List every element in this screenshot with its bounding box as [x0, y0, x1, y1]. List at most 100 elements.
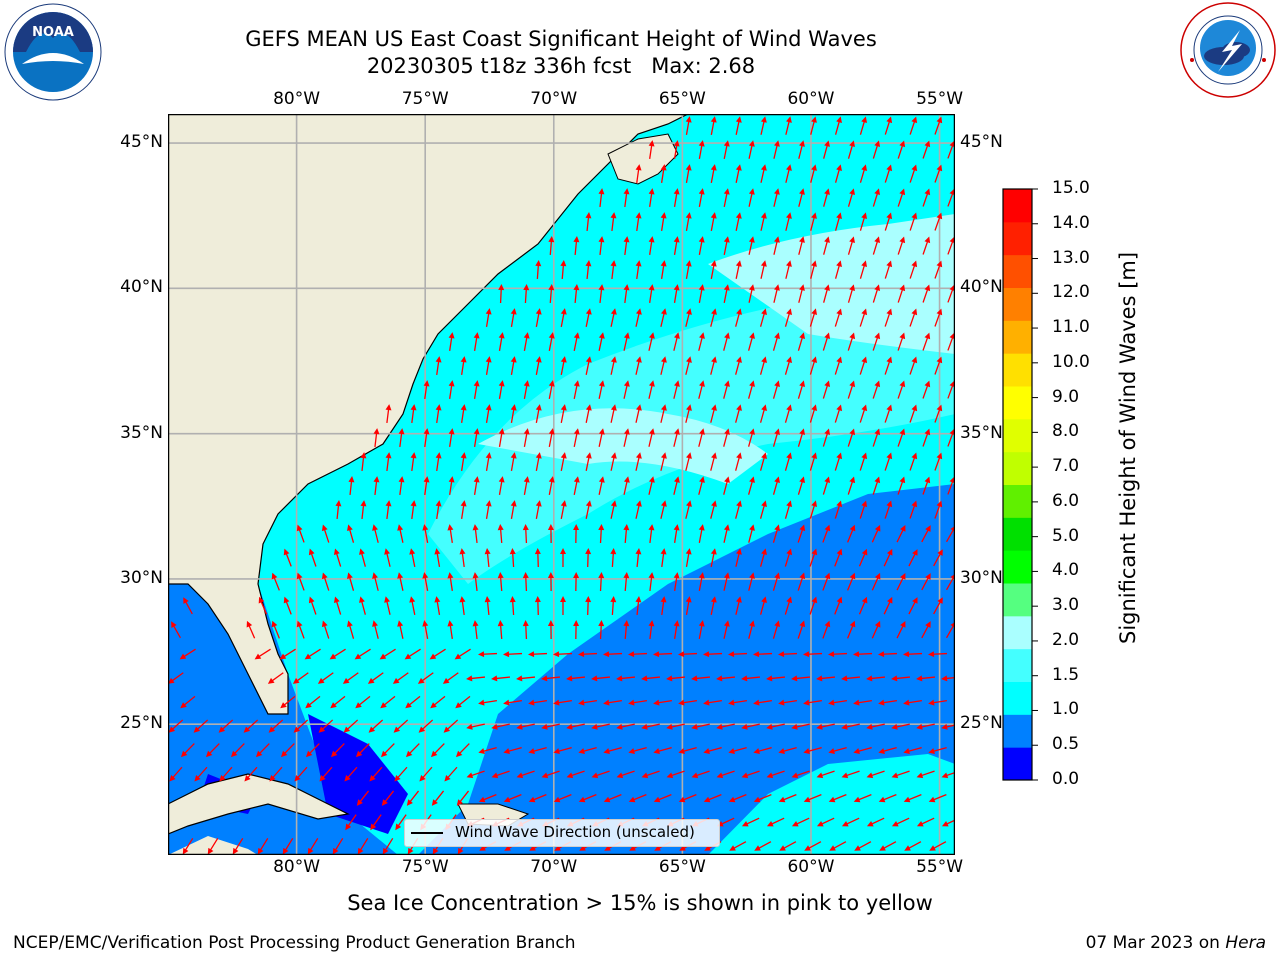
wind-wave-arrow: [434, 596, 441, 615]
wind-wave-arrow: [460, 500, 467, 519]
wind-wave-arrow: [510, 500, 517, 519]
colorbar-segment: [1003, 320, 1032, 354]
wind-wave-arrow: [723, 572, 730, 591]
wind-wave-arrow: [535, 260, 542, 280]
wind-wave-arrow: [410, 404, 417, 424]
wind-wave-arrow: [853, 794, 872, 803]
wind-wave-arrow: [534, 596, 541, 616]
wind-wave-arrow: [859, 308, 868, 327]
wind-wave-arrow: [460, 452, 467, 471]
wind-wave-arrow: [685, 452, 692, 471]
wind-wave-arrow: [484, 596, 491, 616]
colorbar-segment: [1003, 615, 1032, 650]
wind-wave-arrow: [872, 188, 881, 207]
wind-wave-arrow: [566, 675, 586, 682]
wind-wave-arrow: [904, 841, 922, 851]
wind-wave-arrow: [660, 548, 667, 568]
wind-wave-arrow: [759, 596, 767, 615]
wind-wave-arrow: [847, 620, 856, 639]
wind-wave-arrow: [834, 260, 842, 279]
lat-label-left: 40°N: [120, 277, 163, 298]
colorbar-segment: [1003, 451, 1032, 485]
wind-wave-arrow: [871, 524, 881, 543]
wind-wave-arrow: [884, 164, 893, 183]
wind-wave-arrow: [735, 308, 742, 327]
colorbar-tick-label: 13.0: [1052, 247, 1090, 268]
wind-wave-arrow: [741, 723, 760, 730]
wind-wave-arrow: [710, 164, 717, 183]
wind-wave-arrow: [858, 596, 868, 615]
wind-wave-arrow: [347, 524, 355, 543]
wind-wave-arrow: [635, 356, 642, 375]
wind-wave-arrow: [406, 790, 420, 806]
wind-wave-arrow: [491, 770, 510, 779]
wind-wave-arrow: [321, 620, 330, 639]
wind-wave-arrow: [547, 572, 554, 592]
wind-wave-arrow: [922, 188, 931, 207]
lon-label-top: 70°W: [530, 89, 578, 109]
wind-wave-arrow: [623, 524, 630, 544]
wind-wave-arrow: [635, 452, 642, 471]
wind-wave-arrow: [610, 356, 617, 375]
wind-wave-arrow: [395, 814, 407, 831]
wind-wave-arrow: [834, 356, 843, 375]
wind-wave-arrow: [723, 524, 730, 543]
wind-wave-arrow: [610, 452, 617, 471]
wind-wave-arrow: [435, 452, 442, 472]
wind-wave-arrow: [317, 672, 334, 684]
wind-wave-arrow: [773, 236, 780, 255]
wind-wave-arrow: [523, 428, 530, 447]
wind-wave-arrow: [553, 794, 572, 803]
wind-wave-arrow: [560, 404, 567, 423]
wind-wave-arrow: [648, 620, 655, 640]
wind-wave-arrow: [872, 140, 881, 159]
wind-wave-arrow: [423, 380, 430, 400]
wind-wave-arrow: [753, 794, 772, 803]
wind-wave-arrow: [784, 404, 792, 423]
wind-wave-arrow: [934, 260, 943, 279]
wind-wave-arrow: [429, 648, 446, 660]
wind-wave-arrow: [648, 524, 655, 544]
wind-wave-arrow: [903, 651, 923, 658]
wind-wave-arrow: [897, 332, 906, 351]
wind-wave-arrow: [598, 236, 605, 256]
title-line-2: 20230305 t18z 336h fcst Max: 2.68: [366, 54, 756, 78]
wind-wave-arrow: [528, 651, 548, 658]
wind-wave-arrow: [685, 596, 692, 615]
wind-wave-arrow: [834, 116, 842, 135]
wind-wave-arrow: [497, 620, 504, 640]
lon-label-bottom: 60°W: [787, 857, 835, 877]
wind-wave-arrow: [368, 719, 384, 733]
colorbar-segment: [1003, 484, 1032, 518]
wind-wave-arrow: [359, 596, 366, 615]
wind-wave-arrow: [460, 356, 467, 375]
lat-label-left: 35°N: [120, 422, 163, 443]
wind-wave-arrow: [710, 452, 717, 471]
wind-wave-arrow: [698, 188, 705, 207]
wind-wave-arrow: [271, 620, 280, 639]
wind-wave-arrow: [648, 188, 655, 207]
wind-wave-arrow: [809, 548, 818, 567]
colorbar-segment: [1003, 418, 1032, 453]
wind-wave-arrow: [922, 236, 931, 255]
wind-wave-arrow: [766, 770, 785, 779]
wind-wave-arrow: [585, 452, 592, 471]
wind-wave-arrow: [723, 236, 730, 255]
wind-wave-arrow: [685, 164, 692, 183]
wind-wave-arrow: [772, 380, 780, 399]
lon-label-top: 75°W: [401, 89, 449, 109]
wind-wave-arrow: [409, 596, 416, 615]
wind-wave-arrow: [691, 723, 710, 730]
wind-wave-arrow: [916, 723, 935, 730]
wind-wave-arrow: [884, 356, 893, 375]
wind-wave-arrow: [723, 332, 730, 351]
wind-wave-arrow: [772, 476, 780, 495]
wind-wave-arrow: [623, 476, 630, 495]
wind-wave-arrow: [578, 651, 598, 658]
wind-wave-arrow: [616, 723, 635, 730]
wind-wave-arrow: [305, 743, 320, 758]
wind-wave-arrow: [430, 695, 446, 709]
wind-wave-arrow: [473, 476, 480, 495]
wind-wave-arrow: [922, 140, 931, 159]
wind-wave-arrow: [258, 596, 268, 615]
